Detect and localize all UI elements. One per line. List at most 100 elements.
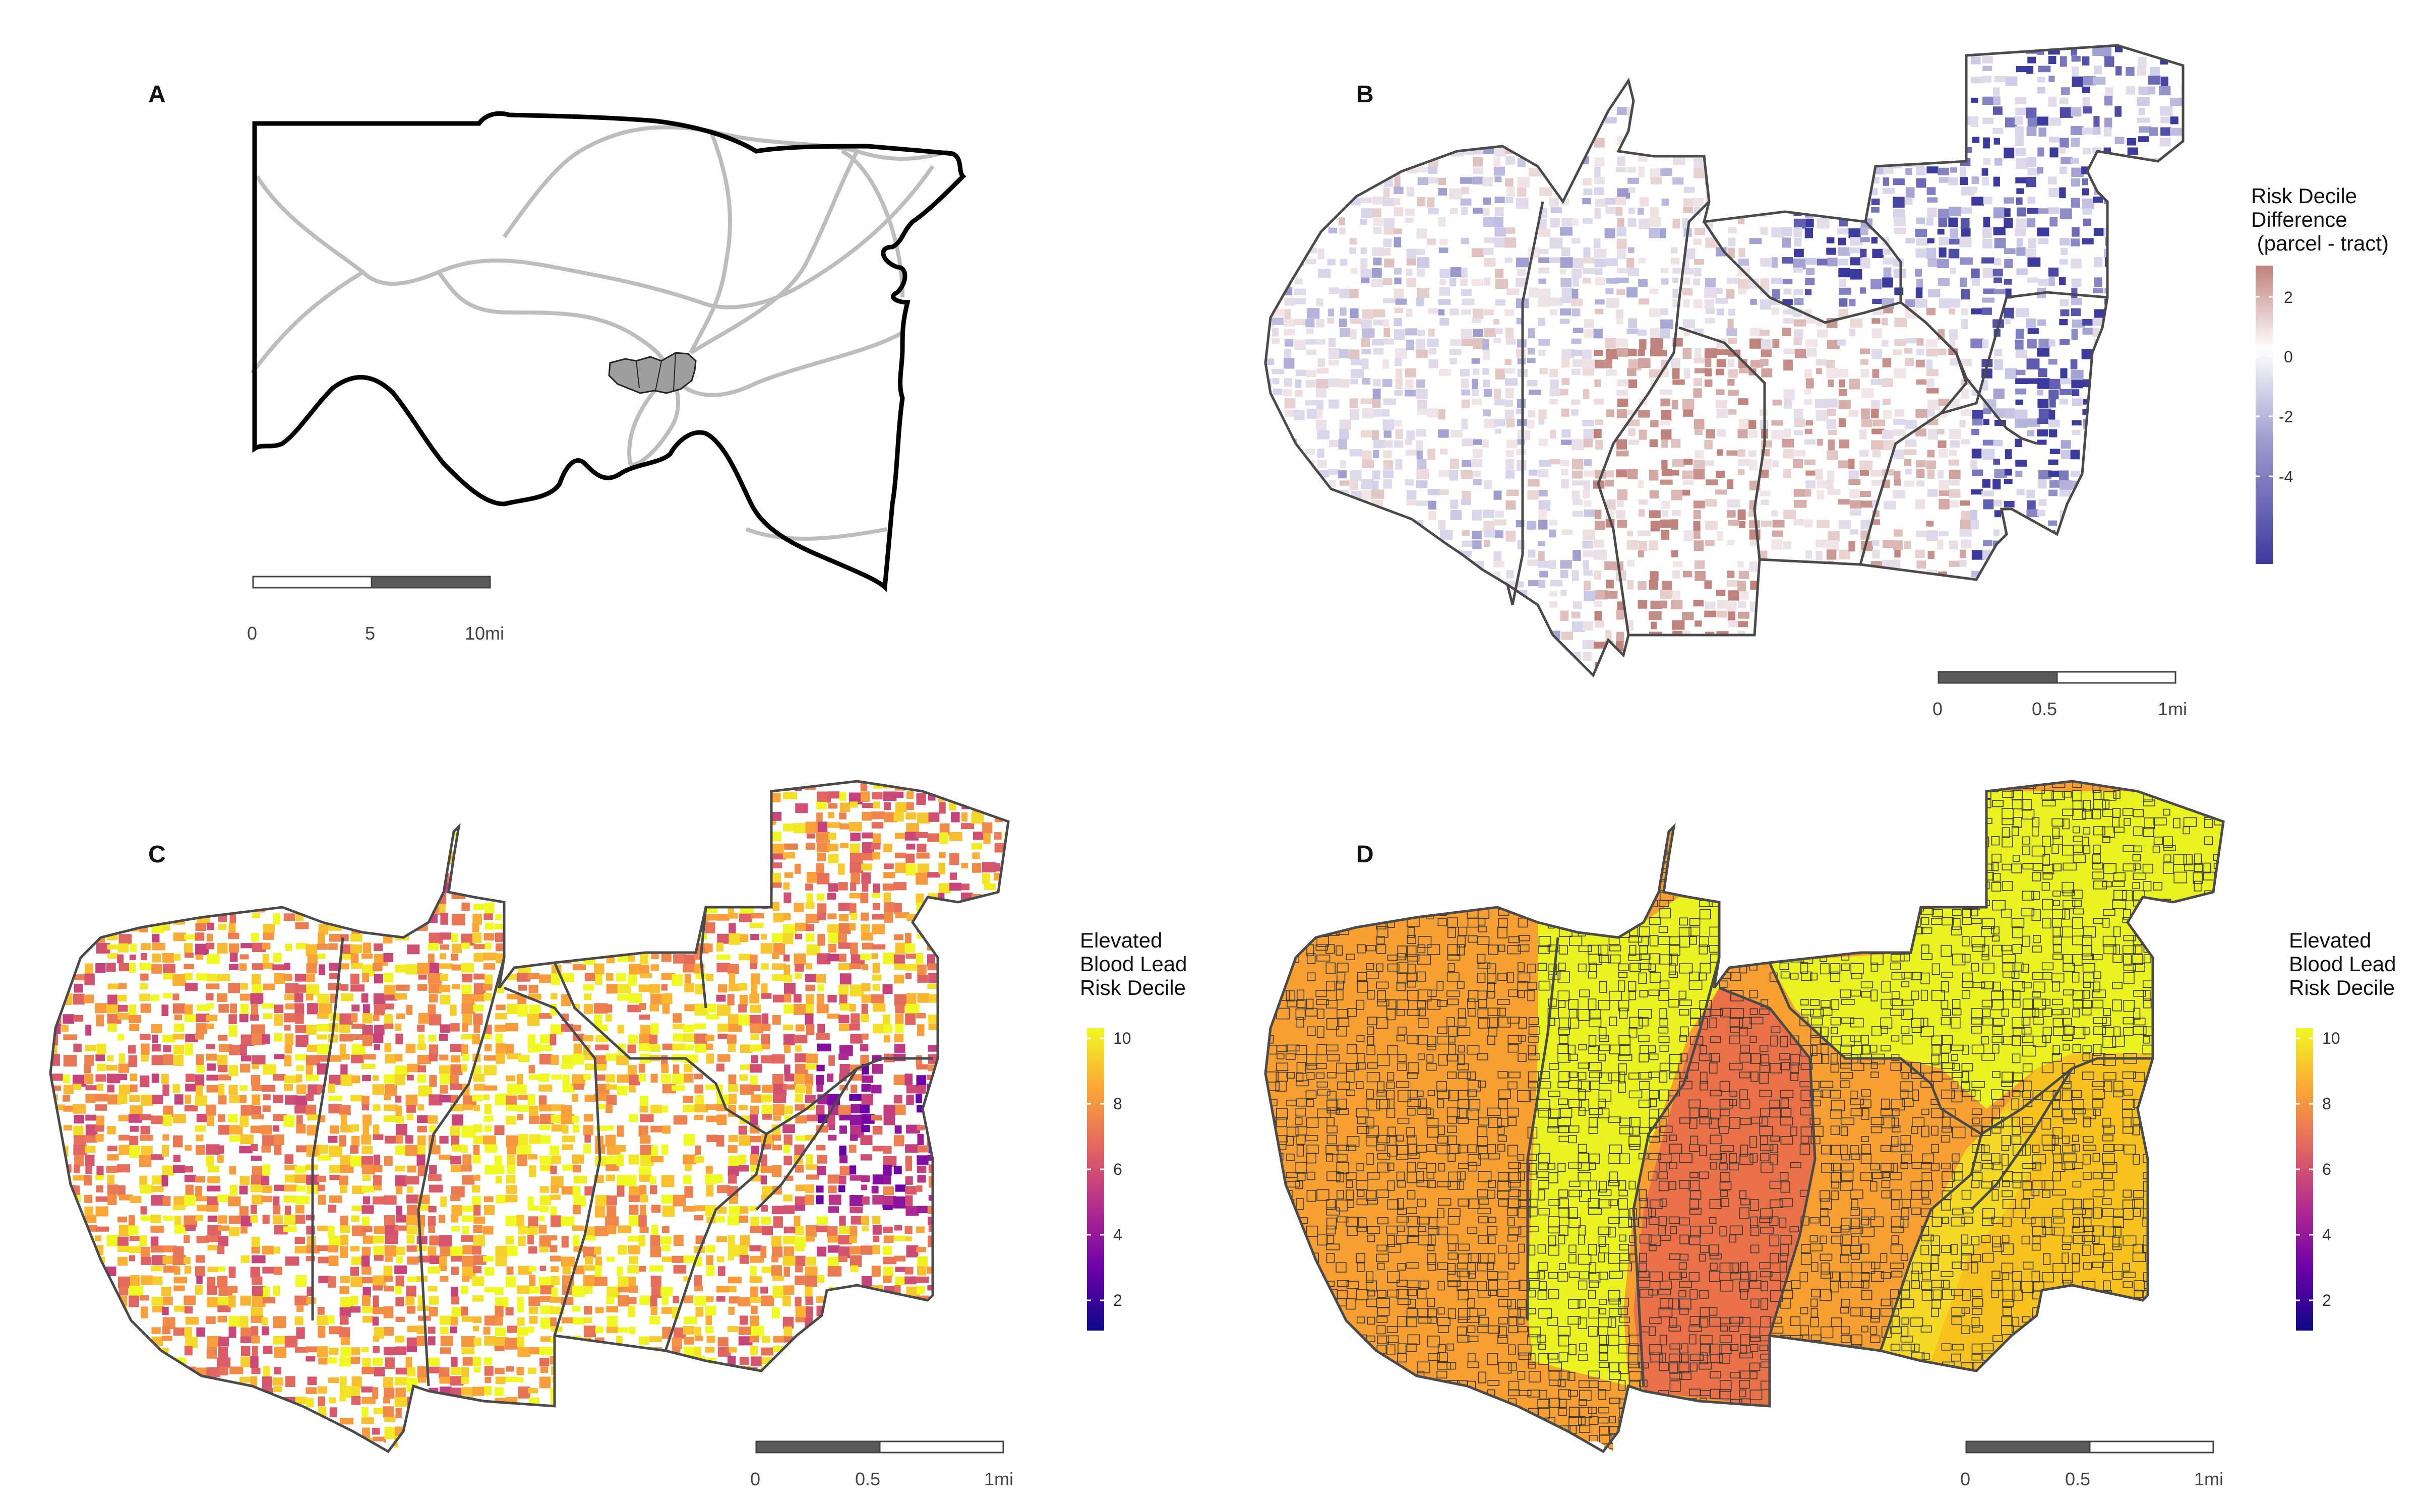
parcel	[2082, 208, 2092, 215]
parcel	[1616, 309, 1624, 319]
parcel	[1826, 368, 1840, 378]
parcel	[361, 1095, 370, 1106]
panel-a-scale-bar	[252, 576, 491, 589]
parcel	[1350, 318, 1362, 324]
parcel	[1506, 489, 1519, 496]
parcel	[1916, 166, 1926, 176]
parcel	[1861, 408, 1870, 419]
parcel	[2026, 318, 2036, 328]
parcel	[1838, 418, 1846, 427]
parcel	[362, 1125, 370, 1137]
parcel	[1816, 410, 1829, 421]
parcel	[1582, 368, 1594, 376]
parcel	[1550, 580, 1563, 587]
parcel	[1948, 177, 1959, 185]
parcel	[1705, 601, 1716, 610]
parcel	[284, 994, 296, 1000]
parcel	[1495, 279, 1508, 289]
parcel	[262, 1085, 276, 1092]
parcel	[1927, 409, 1935, 417]
parcel	[151, 1055, 165, 1065]
parcel	[2083, 106, 2092, 114]
parcel	[1926, 247, 1937, 259]
parcel	[306, 974, 315, 982]
parcel	[1428, 359, 1438, 368]
parcel	[1938, 218, 1948, 227]
parcel	[350, 1156, 361, 1167]
parcel	[2049, 429, 2058, 437]
parcel	[1949, 329, 1958, 340]
parcel	[1383, 430, 1392, 438]
parcel	[1793, 409, 1803, 419]
parcel	[2038, 128, 2046, 137]
parcel	[1539, 459, 1551, 467]
parcel	[217, 993, 228, 1002]
parcel	[95, 1235, 102, 1241]
parcel	[195, 923, 207, 931]
parcel	[1538, 257, 1551, 264]
parcel	[317, 1315, 329, 1326]
parcel	[1883, 267, 1892, 278]
parcel	[1882, 358, 1892, 367]
parcel	[1483, 380, 1490, 388]
parcel	[318, 1326, 326, 1338]
parcel	[1717, 531, 1723, 541]
parcel	[73, 1135, 86, 1146]
parcel	[84, 973, 95, 985]
parcel	[2048, 267, 2059, 277]
parcel	[1550, 297, 1563, 306]
parcel	[2048, 358, 2058, 365]
parcel	[1506, 450, 1514, 458]
parcel	[1737, 217, 1745, 224]
parcel	[240, 1134, 254, 1145]
parcel	[118, 983, 127, 989]
parcel	[1351, 369, 1364, 378]
parcel	[117, 1164, 131, 1173]
parcel	[217, 1215, 227, 1224]
panel-a-letter: A	[148, 81, 166, 108]
parcel	[218, 1074, 231, 1081]
parcel	[1727, 499, 1740, 508]
parcel	[1916, 178, 1926, 188]
parcel	[1350, 409, 1360, 420]
parcel	[350, 1306, 361, 1313]
parcel	[1406, 186, 1414, 197]
parcel	[2026, 157, 2037, 167]
parcel	[1339, 349, 1349, 359]
parcel	[1993, 176, 2000, 187]
parcel	[340, 954, 353, 960]
parcel	[1682, 489, 1690, 496]
parcel	[1694, 228, 1706, 235]
parcel	[1816, 368, 1823, 374]
parcel	[1859, 348, 1870, 354]
parcel	[1383, 398, 1397, 405]
parcel	[229, 964, 239, 970]
parcel	[85, 1124, 98, 1137]
parcel	[329, 1125, 339, 1134]
parcel	[2148, 76, 2161, 85]
parcel	[73, 1015, 84, 1022]
parcel	[1894, 479, 1901, 486]
parcel	[1838, 268, 1850, 278]
parcel	[1305, 319, 1315, 328]
parcel	[1950, 167, 1957, 173]
parcel	[1462, 298, 1475, 305]
parcel	[2004, 147, 2015, 159]
parcel	[140, 1306, 148, 1318]
parcel	[1839, 287, 1852, 295]
parcel	[162, 1306, 169, 1315]
parcel	[251, 1144, 258, 1152]
parcel	[106, 1004, 119, 1014]
parcel	[1284, 297, 1295, 306]
parcel	[273, 1114, 287, 1121]
parcel	[1394, 277, 1402, 285]
parcel	[1561, 378, 1570, 385]
parcel	[2026, 378, 2037, 384]
parcel	[1860, 258, 1870, 269]
parcel	[1793, 519, 1804, 526]
parcel	[1972, 469, 1983, 476]
parcel	[195, 954, 204, 960]
parcel	[350, 933, 362, 942]
parcel	[296, 1124, 306, 1133]
